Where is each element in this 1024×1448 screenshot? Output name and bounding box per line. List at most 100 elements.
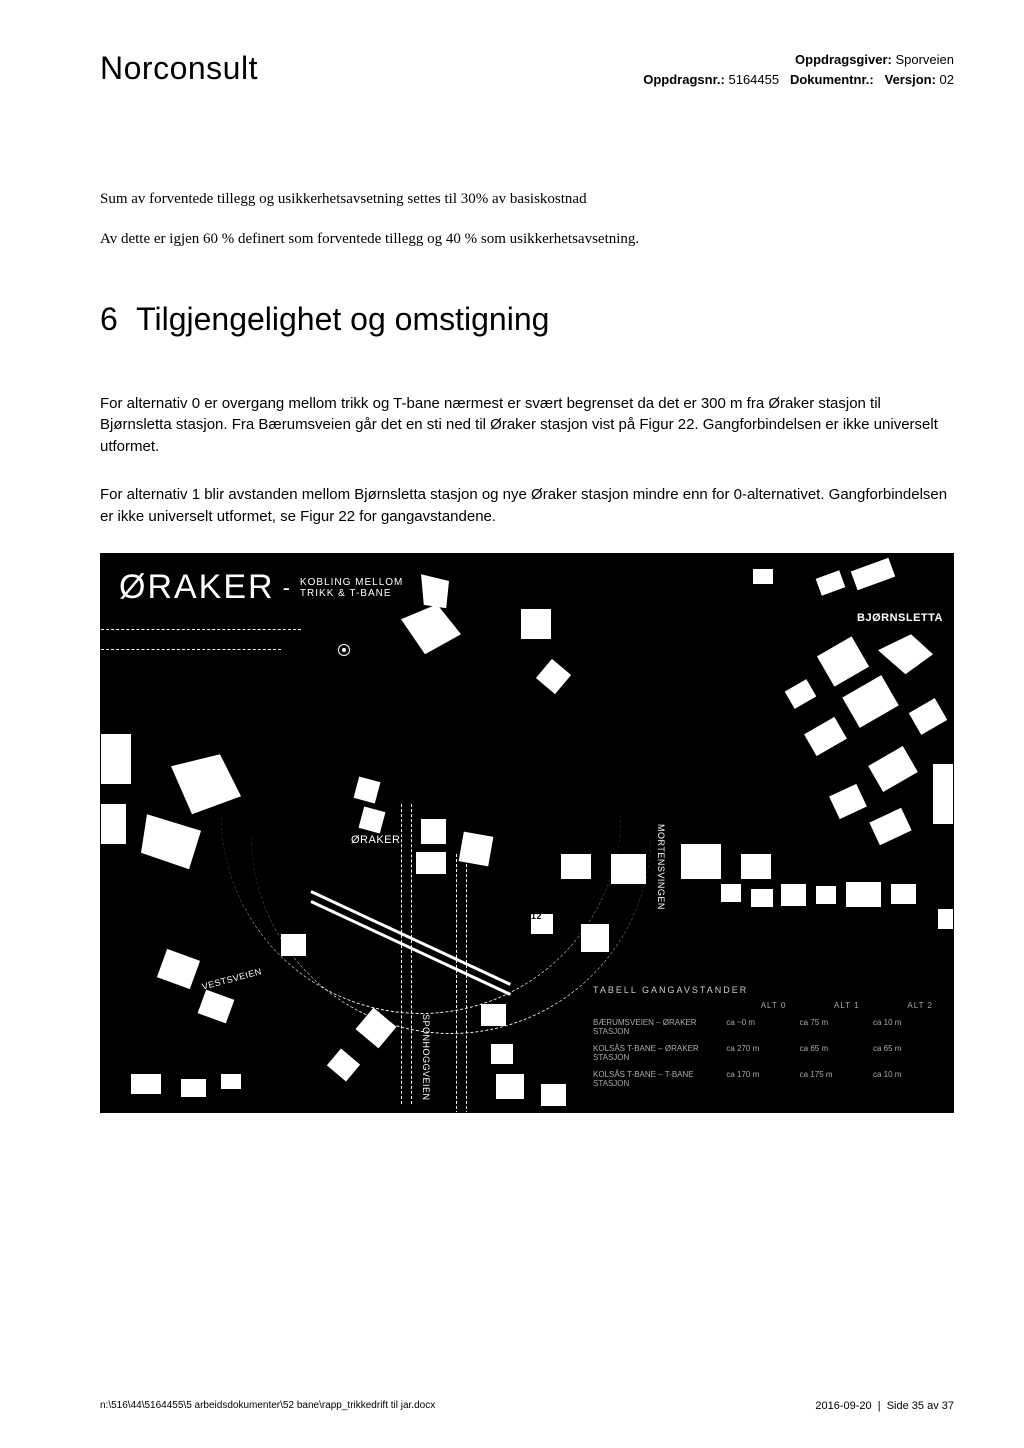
section-para-1: For alternativ 0 er overgang mellom trik…	[100, 393, 954, 458]
docnum-label: Dokumentnr.:	[790, 72, 874, 87]
map-building	[804, 717, 847, 756]
map-building	[817, 637, 869, 687]
figure-sub-2: TRIKK & T-BANE	[300, 588, 403, 599]
section-number: 6	[100, 301, 118, 338]
figure-table: TABELL GANGAVSTANDER ALT 0 ALT 1 ALT 2 B…	[593, 985, 933, 1092]
table-cell: ca 10 m	[873, 1018, 933, 1036]
table-header-row: ALT 0 ALT 1 ALT 2	[593, 1001, 933, 1014]
figure-title: ØRAKER - KOBLING MELLOM TRIKK & T-BANE	[119, 568, 403, 607]
map-building	[561, 854, 591, 879]
map-building	[816, 571, 846, 596]
map-building	[741, 854, 771, 879]
label-mortens: MORTENSVINGEN	[656, 824, 666, 910]
section-heading: 6 Tilgjengelighet og omstigning	[100, 301, 954, 338]
map-building	[842, 675, 898, 728]
client-value: Sporveien	[895, 52, 954, 67]
map-building	[868, 746, 918, 792]
table-col-2: ALT 1	[834, 1001, 860, 1010]
table-heading: TABELL GANGAVSTANDER	[593, 985, 933, 995]
table-cell: ca 65 m	[800, 1044, 860, 1062]
map-building	[878, 634, 933, 674]
table-cell: ca 270 m	[726, 1044, 786, 1062]
table-row: KOLSÅS T-BANE – ØRAKER STASJON ca 270 m …	[593, 1040, 933, 1066]
map-building	[891, 884, 916, 904]
map-building	[421, 574, 449, 608]
table-cell: ca 75 m	[800, 1018, 860, 1036]
table-cell: ca 175 m	[800, 1070, 860, 1088]
label-vestsveien: VESTSVEIEN	[201, 966, 263, 992]
map-building	[938, 909, 953, 929]
map-dash-line	[101, 629, 301, 630]
map-building	[785, 679, 817, 709]
map-building	[681, 844, 721, 879]
label-sponhogg: SPONHOGGVEIEN	[421, 1014, 431, 1101]
map-building	[909, 698, 947, 735]
map-building	[851, 558, 895, 590]
header-meta: Oppdragsgiver: Sporveien Oppdragsnr.: 51…	[643, 50, 954, 89]
map-building	[491, 1044, 513, 1064]
table-col-1: ALT 0	[761, 1001, 787, 1010]
map-building	[751, 889, 773, 907]
table-cell: ca 65 m	[873, 1044, 933, 1062]
page-header: Norconsult Oppdragsgiver: Sporveien Oppd…	[100, 50, 954, 89]
table-cell: KOLSÅS T-BANE – T-BANE STASJON	[593, 1070, 713, 1088]
figure-title-text: ØRAKER	[119, 568, 275, 607]
map-dash-line	[401, 804, 402, 1104]
map-dash-line	[466, 854, 467, 1113]
map-building	[541, 1084, 566, 1106]
version-value: 02	[940, 72, 954, 87]
map-building	[869, 808, 911, 845]
figure-sub-1: KOBLING MELLOM	[300, 577, 403, 588]
figure-map: ØRAKER - KOBLING MELLOM TRIKK & T-BANE B…	[100, 553, 954, 1113]
client-label: Oppdragsgiver:	[795, 52, 892, 67]
map-building	[181, 1079, 206, 1097]
map-building	[816, 886, 836, 904]
map-building	[611, 854, 646, 884]
map-building	[327, 1049, 360, 1082]
label-oraker: ØRAKER	[351, 834, 400, 846]
footer-pagination: 2016-09-20 | Side 35 av 37	[815, 1400, 954, 1412]
map-dash-line	[456, 854, 457, 1113]
map-building	[198, 990, 235, 1024]
map-number: 37B	[426, 819, 444, 829]
intro-para-2: Av dette er igjen 60 % definert som forv…	[100, 229, 954, 251]
map-building	[416, 852, 446, 874]
map-building	[481, 1004, 506, 1026]
map-dash-arc	[251, 634, 651, 1034]
logo: Norconsult	[100, 50, 258, 87]
page-footer: n:\516\44\5164455\5 arbeidsdokumenter\52…	[100, 1400, 954, 1412]
section-title-text: Tilgjengelighet og omstigning	[136, 301, 549, 337]
figure-subtitle: KOBLING MELLOM TRIKK & T-BANE	[300, 577, 403, 599]
map-building	[721, 884, 741, 902]
label-bjornsletta: BJØRNSLETTA	[857, 612, 943, 624]
map-number: 12	[531, 911, 542, 921]
map-building	[157, 949, 200, 989]
map-building	[521, 609, 551, 639]
table-cell: KOLSÅS T-BANE – ØRAKER STASJON	[593, 1044, 713, 1062]
table-cell: ca ~0 m	[726, 1018, 786, 1036]
map-dash-line	[101, 649, 281, 650]
intro-para-1: Sum av forventede tillegg og usikkerhets…	[100, 189, 954, 211]
footer-path: n:\516\44\5164455\5 arbeidsdokumenter\52…	[100, 1400, 435, 1412]
map-building	[829, 784, 867, 819]
map-building	[131, 1074, 161, 1094]
map-building	[846, 882, 881, 907]
map-building	[753, 569, 773, 584]
footer-page: Side 35 av 37	[887, 1400, 954, 1412]
map-building	[221, 1074, 241, 1089]
map-building	[281, 934, 306, 956]
table-row: BÆRUMSVEIEN – ØRAKER STASJON ca ~0 m ca …	[593, 1014, 933, 1040]
map-building	[781, 884, 806, 906]
table-row: KOLSÅS T-BANE – T-BANE STASJON ca 170 m …	[593, 1066, 933, 1092]
section-para-2: For alternativ 1 blir avstanden mellom B…	[100, 484, 954, 528]
map-building	[459, 832, 494, 867]
table-cell: BÆRUMSVEIEN – ØRAKER STASJON	[593, 1018, 713, 1036]
table-cell: ca 170 m	[726, 1070, 786, 1088]
map-dash-line	[411, 804, 412, 1104]
projnum-value: 5164455	[728, 72, 779, 87]
projnum-label: Oppdragsnr.:	[643, 72, 725, 87]
footer-date: 2016-09-20	[815, 1400, 871, 1412]
map-building	[141, 814, 201, 869]
table-cell: ca 10 m	[873, 1070, 933, 1088]
version-label: Versjon:	[885, 72, 936, 87]
